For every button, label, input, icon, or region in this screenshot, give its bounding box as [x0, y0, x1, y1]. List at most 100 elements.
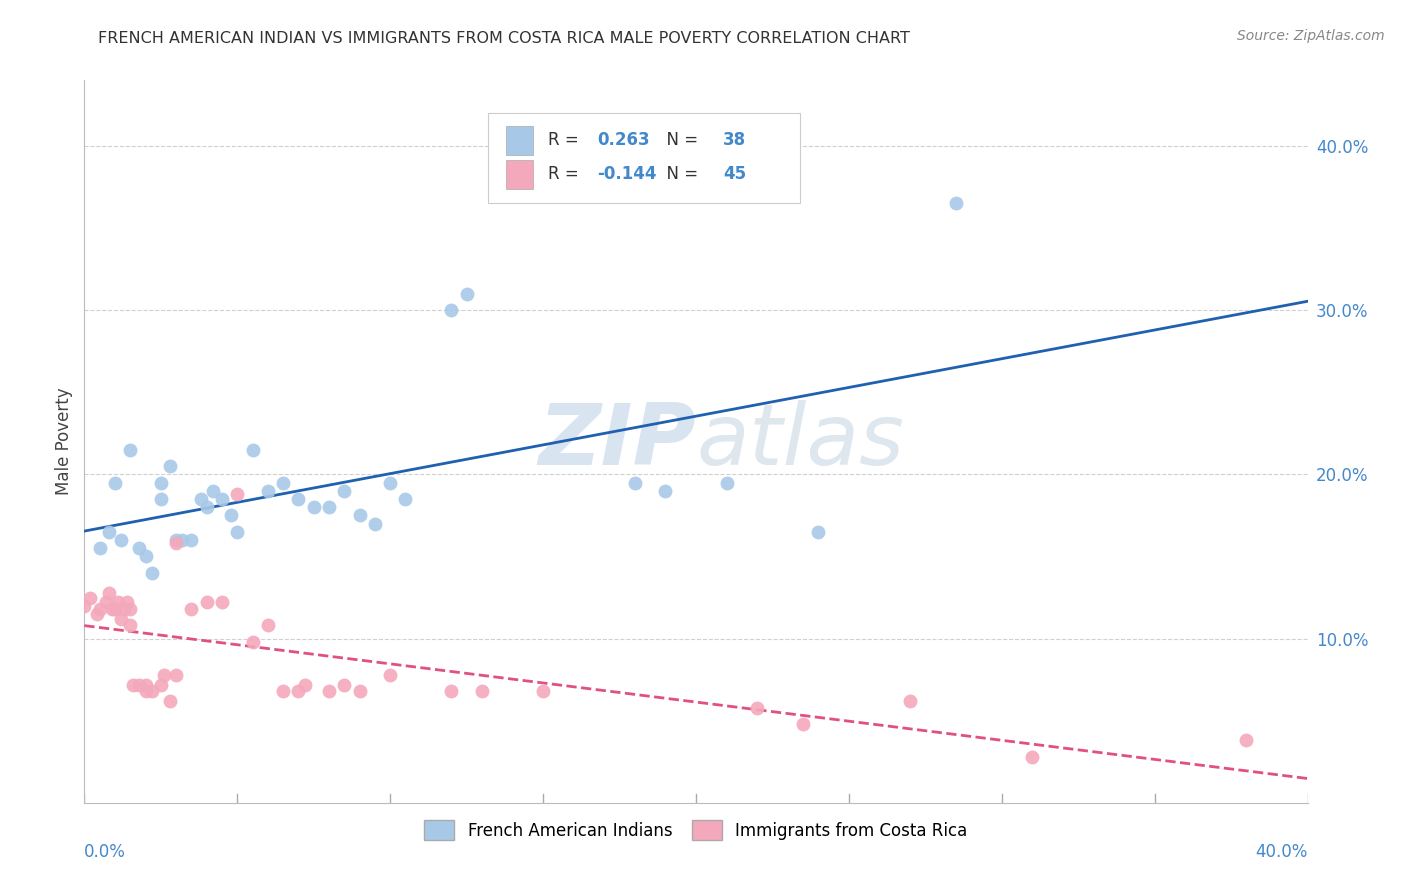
Point — [153, 667, 176, 681]
Point — [211, 491, 233, 506]
Point — [201, 483, 224, 498]
Point — [807, 524, 830, 539]
Point — [172, 533, 194, 547]
Text: 45: 45 — [723, 165, 747, 183]
Point — [159, 694, 181, 708]
Point — [318, 500, 340, 515]
Point — [318, 684, 340, 698]
Text: -0.144: -0.144 — [598, 165, 657, 183]
Point — [333, 483, 356, 498]
Point — [195, 595, 218, 609]
Point — [115, 595, 138, 609]
Point — [226, 487, 249, 501]
Point — [73, 599, 96, 613]
Point — [287, 684, 309, 698]
Point — [101, 602, 124, 616]
Point — [242, 635, 264, 649]
Text: FRENCH AMERICAN INDIAN VS IMMIGRANTS FROM COSTA RICA MALE POVERTY CORRELATION CH: FRENCH AMERICAN INDIAN VS IMMIGRANTS FRO… — [98, 31, 910, 46]
Point — [128, 541, 150, 556]
Point — [104, 602, 127, 616]
Text: 0.0%: 0.0% — [84, 843, 127, 861]
Point — [97, 585, 120, 599]
Point — [107, 595, 129, 609]
Point — [898, 694, 921, 708]
Text: 0.263: 0.263 — [598, 131, 650, 149]
Point — [86, 607, 108, 621]
Point — [294, 677, 316, 691]
Point — [380, 475, 402, 490]
Point — [394, 491, 416, 506]
Point — [945, 196, 967, 211]
Point — [141, 566, 163, 580]
Text: R =: R = — [548, 165, 583, 183]
Text: 40.0%: 40.0% — [1256, 843, 1308, 861]
Point — [165, 533, 187, 547]
Point — [122, 677, 145, 691]
Point — [654, 483, 676, 498]
Point — [79, 591, 101, 605]
FancyBboxPatch shape — [506, 126, 533, 154]
Point — [716, 475, 738, 490]
Point — [104, 475, 127, 490]
Point — [471, 684, 494, 698]
Point — [97, 524, 120, 539]
Point — [302, 500, 325, 515]
Point — [1236, 733, 1258, 747]
Text: 38: 38 — [723, 131, 747, 149]
Point — [149, 475, 172, 490]
Point — [211, 595, 233, 609]
Point — [89, 602, 111, 616]
Point — [1021, 749, 1043, 764]
Legend: French American Indians, Immigrants from Costa Rica: French American Indians, Immigrants from… — [416, 812, 976, 848]
Text: R =: R = — [548, 131, 583, 149]
Point — [120, 618, 142, 632]
Point — [440, 303, 463, 318]
Point — [257, 618, 280, 632]
Text: ZIP: ZIP — [538, 400, 696, 483]
Point — [271, 684, 294, 698]
Point — [624, 475, 647, 490]
Point — [135, 549, 157, 564]
Point — [219, 508, 242, 523]
Point — [149, 677, 172, 691]
Point — [180, 533, 202, 547]
Point — [747, 700, 769, 714]
Y-axis label: Male Poverty: Male Poverty — [55, 388, 73, 495]
Point — [190, 491, 212, 506]
Point — [128, 677, 150, 691]
Point — [135, 684, 157, 698]
Point — [380, 667, 402, 681]
Point — [180, 602, 202, 616]
Text: N =: N = — [655, 131, 703, 149]
Text: Source: ZipAtlas.com: Source: ZipAtlas.com — [1237, 29, 1385, 43]
FancyBboxPatch shape — [488, 112, 800, 203]
Point — [792, 717, 814, 731]
Text: atlas: atlas — [696, 400, 904, 483]
Point — [120, 602, 142, 616]
Point — [242, 442, 264, 457]
Point — [165, 667, 187, 681]
Point — [257, 483, 280, 498]
Point — [349, 684, 371, 698]
Point — [195, 500, 218, 515]
Point — [120, 442, 142, 457]
Point — [364, 516, 387, 531]
Point — [271, 475, 294, 490]
Point — [226, 524, 249, 539]
Point — [287, 491, 309, 506]
Point — [349, 508, 371, 523]
Point — [94, 595, 117, 609]
Point — [110, 533, 132, 547]
Point — [149, 491, 172, 506]
Point — [159, 459, 181, 474]
Point — [89, 541, 111, 556]
FancyBboxPatch shape — [506, 160, 533, 189]
Point — [165, 536, 187, 550]
Point — [440, 684, 463, 698]
Point — [456, 286, 478, 301]
Text: N =: N = — [655, 165, 703, 183]
Point — [112, 602, 135, 616]
Point — [110, 612, 132, 626]
Point — [333, 677, 356, 691]
Point — [135, 677, 157, 691]
